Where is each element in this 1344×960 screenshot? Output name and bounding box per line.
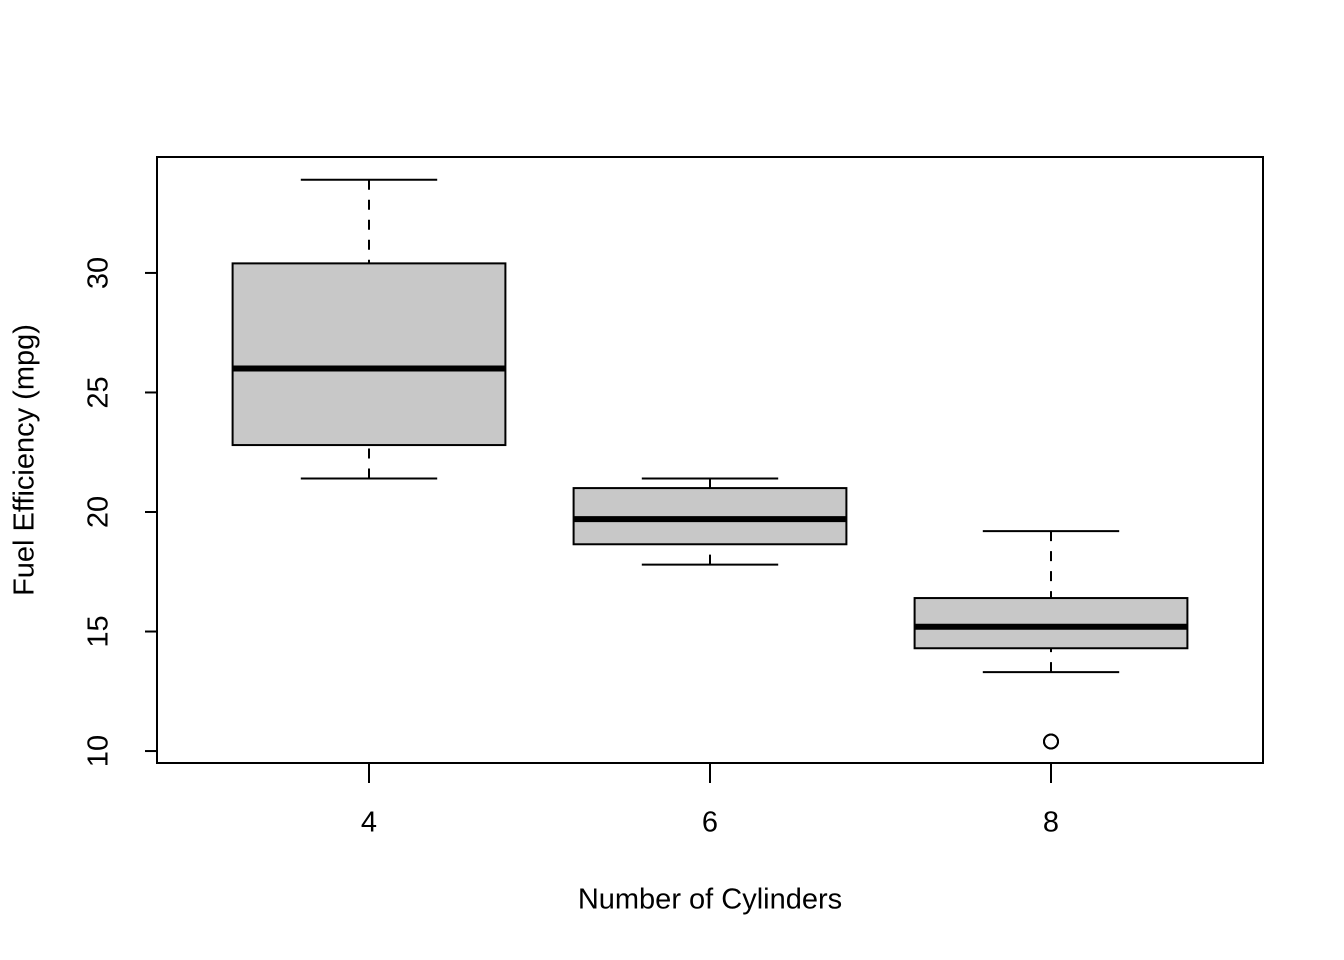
y-tick-label: 15	[83, 615, 115, 647]
x-tick-label: 6	[702, 807, 718, 839]
y-tick-label: 20	[83, 496, 115, 528]
box	[913, 597, 1189, 650]
y-tick-label: 10	[83, 735, 115, 767]
x-tick-label: 4	[361, 807, 377, 839]
box	[231, 262, 507, 447]
y-axis-label: Fuel Efficiency (mpg)	[9, 324, 41, 596]
x-axis-label: Number of Cylinders	[578, 884, 842, 916]
outlier	[1043, 733, 1059, 750]
y-tick-label: 30	[83, 257, 115, 289]
y-tick-label: 25	[83, 376, 115, 408]
x-tick-label: 8	[1043, 807, 1059, 839]
